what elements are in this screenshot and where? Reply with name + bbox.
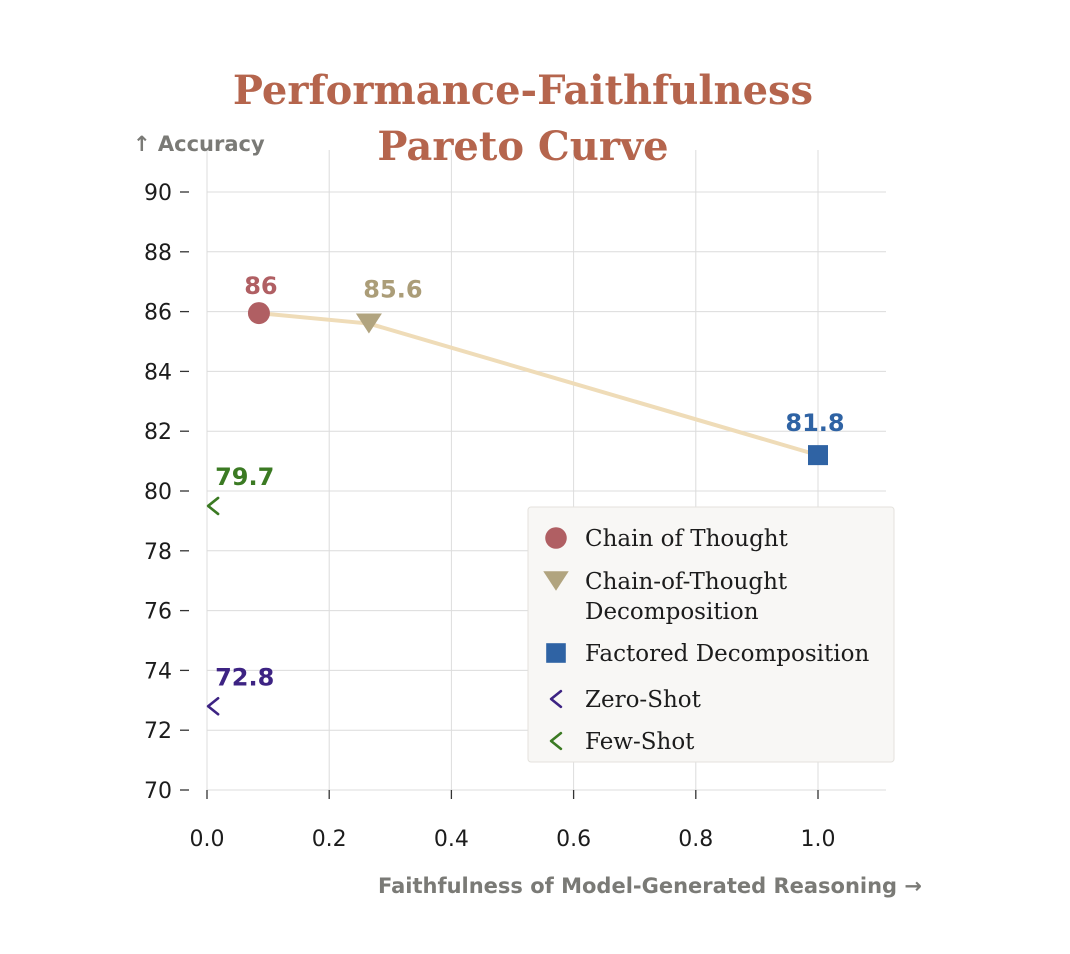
pareto-line — [256, 311, 820, 458]
x-tick-label: 0.6 — [556, 827, 591, 852]
data-labels: 86 85.6 81.8 72.8 79.7 — [215, 272, 844, 691]
y-tick-label: 72 — [144, 719, 172, 744]
legend-marker — [549, 689, 563, 709]
y-tick-label: 82 — [144, 420, 172, 445]
axes: 0.0 0.2 0.4 0.6 0.8 1.0 70 72 74 76 78 80 82 84 86 88 90 — [144, 181, 836, 852]
data-label: 81.8 — [785, 409, 844, 437]
chart-title-line-2: Pareto Curve — [377, 123, 668, 170]
legend-marker — [543, 571, 569, 591]
legend: Chain of Thought Chain-of-Thought Decompos… — [527, 506, 895, 763]
pareto-curve — [256, 311, 820, 458]
legend-label: Few-Shot — [585, 729, 695, 755]
x-tick-label: 0.2 — [312, 827, 347, 852]
legend-label: Zero-Shot — [585, 687, 702, 713]
chart-title-line-1: Performance-Faithfulness — [233, 67, 813, 114]
data-label: 79.7 — [215, 463, 274, 491]
data-label: 72.8 — [215, 663, 274, 691]
legend-marker — [545, 527, 567, 549]
y-tick-label: 76 — [144, 600, 172, 625]
x-tick-label: 0.8 — [678, 827, 713, 852]
data-points — [206, 302, 828, 716]
point-factored-decomposition — [808, 445, 828, 466]
legend-label: Chain-of-Thought — [585, 569, 788, 595]
y-tick-label: 86 — [144, 301, 172, 326]
x-tick-label: 1.0 — [801, 827, 836, 852]
point-few-shot — [206, 496, 220, 516]
legend-box — [527, 506, 895, 763]
legend-marker — [549, 731, 563, 751]
grid — [206, 150, 886, 791]
legend-label: Decomposition — [585, 599, 759, 625]
y-tick-label: 80 — [144, 480, 172, 505]
y-tick-label: 78 — [144, 540, 172, 565]
point-zero-shot — [206, 696, 220, 716]
point-chain-of-thought — [247, 302, 270, 325]
x-tick-label: 0.4 — [434, 827, 469, 852]
y-tick-label: 70 — [144, 779, 172, 804]
y-tick-label: 90 — [144, 181, 172, 206]
data-label: 85.6 — [363, 276, 422, 304]
legend-marker — [546, 643, 566, 663]
y-axis-label: ↑ Accuracy — [133, 132, 265, 156]
point-chain-of-thought-decomposition — [355, 313, 382, 334]
y-tick-label: 84 — [144, 360, 172, 385]
legend-label: Chain of Thought — [585, 526, 789, 552]
legend-label: Factored Decomposition — [585, 641, 869, 667]
y-tick-label: 74 — [144, 659, 172, 684]
data-label: 86 — [244, 272, 277, 300]
x-axis-label: Faithfulness of Model-Generated Reasonin… — [378, 874, 922, 898]
titles: Performance-Faithfulness Pareto Curve ↑ … — [133, 67, 922, 898]
y-tick-label: 88 — [144, 241, 172, 266]
x-tick-label: 0.0 — [190, 827, 225, 852]
